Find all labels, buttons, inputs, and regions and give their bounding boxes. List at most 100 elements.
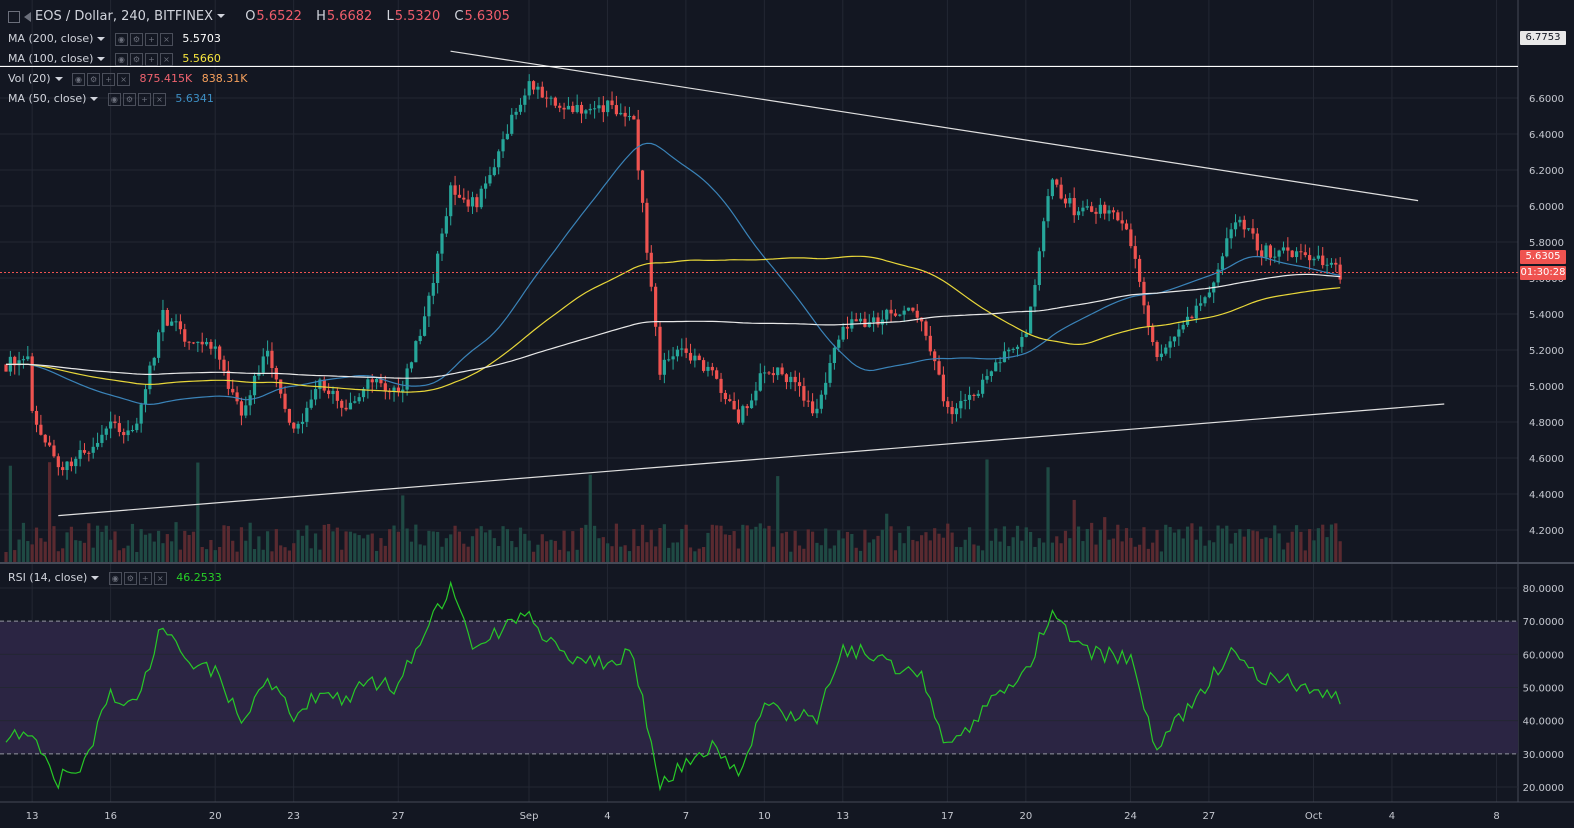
indicator-name[interactable]: Vol (20): [8, 72, 51, 85]
indicator-name[interactable]: MA (100, close): [8, 52, 94, 65]
plus-icon[interactable]: +: [102, 72, 116, 86]
chevron-down-icon[interactable]: [217, 14, 226, 18]
volume-bar: [174, 522, 178, 562]
volume-bar: [505, 529, 509, 562]
volume-bar: [1277, 533, 1281, 562]
volume-bar: [43, 541, 47, 562]
candle-body: [981, 379, 985, 394]
candle-body: [989, 371, 993, 377]
chevron-down-icon[interactable]: [90, 96, 99, 101]
gear-icon[interactable]: ⚙: [87, 72, 101, 86]
volume-bar: [1281, 549, 1286, 562]
volume-bar: [972, 544, 976, 562]
candle-body: [392, 387, 396, 392]
eye-icon[interactable]: ◉: [72, 72, 86, 86]
candle-body: [152, 357, 156, 366]
chevron-down-icon[interactable]: [97, 36, 106, 41]
close-icon[interactable]: ×: [159, 32, 173, 46]
candle-body: [566, 105, 571, 110]
eye-icon[interactable]: ◉: [108, 571, 122, 585]
eye-icon[interactable]: ◉: [114, 52, 128, 66]
candle-body: [165, 310, 169, 326]
volume-bar: [1177, 529, 1181, 562]
candle-body: [52, 445, 56, 457]
volume-bar: [8, 465, 12, 562]
chevron-down-icon[interactable]: [91, 575, 100, 580]
y-tick-label: 4.8000: [1529, 418, 1564, 429]
volume-bar: [566, 551, 571, 562]
candle-body: [920, 317, 924, 322]
candle-body: [1255, 233, 1259, 251]
volume-bar: [902, 543, 906, 562]
candle-body: [1299, 251, 1303, 253]
close-icon[interactable]: ×: [152, 92, 166, 106]
candle-body: [876, 317, 880, 325]
legend-ma50[interactable]: MA (50, close) ◉ ⚙ + × 5.6341: [8, 91, 214, 107]
volume-bar: [196, 462, 200, 562]
chart-type-icon[interactable]: [8, 10, 20, 23]
candle-body: [1098, 204, 1102, 214]
volume-bar: [1007, 546, 1011, 562]
volume-bar: [1068, 538, 1072, 562]
candle-body: [348, 402, 353, 410]
legend-rsi[interactable]: RSI (14, close) ◉ ⚙ + × 46.2533: [8, 570, 222, 586]
eye-icon[interactable]: ◉: [114, 32, 128, 46]
candle-body: [828, 363, 832, 383]
chevron-down-icon[interactable]: [97, 56, 106, 61]
candle-body: [100, 434, 104, 443]
volume-bar: [693, 551, 697, 562]
volume-bar: [405, 528, 409, 562]
candle-body: [793, 376, 797, 383]
symbol-title[interactable]: EOS / Dollar, 240, BITFINEX: [35, 9, 214, 24]
eye-icon[interactable]: ◉: [107, 92, 121, 106]
candle-body: [292, 422, 296, 429]
candle-body: [1247, 228, 1251, 230]
x-tick-label: 4: [1389, 811, 1395, 822]
flag-icon[interactable]: [24, 11, 31, 22]
gear-icon[interactable]: ⚙: [123, 571, 137, 585]
volume-bar: [492, 538, 496, 562]
chevron-down-icon[interactable]: [54, 76, 63, 81]
volume-bar: [706, 532, 710, 562]
volume-bar: [1181, 538, 1185, 562]
candle-body: [824, 382, 828, 395]
candle-body: [1033, 285, 1037, 307]
volume-bar: [191, 531, 196, 562]
gear-icon[interactable]: ⚙: [129, 52, 143, 66]
candle-body: [74, 458, 78, 467]
plus-icon[interactable]: +: [144, 52, 158, 66]
x-tick-label: 10: [758, 811, 771, 822]
legend-ma200[interactable]: MA (200, close) ◉ ⚙ + × 5.5703: [8, 31, 221, 47]
volume-bar: [627, 551, 632, 562]
gear-icon[interactable]: ⚙: [129, 32, 143, 46]
volume-bar: [139, 529, 143, 562]
candle-body: [283, 393, 287, 409]
legend-ma100[interactable]: MA (100, close) ◉ ⚙ + × 5.5660: [8, 51, 221, 67]
volume-bar: [1325, 537, 1329, 562]
legend-volume[interactable]: Vol (20) ◉ ⚙ + × 875.415K 838.31K: [8, 71, 247, 87]
indicator-name[interactable]: RSI (14, close): [8, 571, 88, 584]
volume-bar: [340, 549, 344, 562]
plus-icon[interactable]: +: [137, 92, 151, 106]
close-icon[interactable]: ×: [153, 571, 167, 585]
close-icon[interactable]: ×: [159, 52, 173, 66]
candle-body: [344, 407, 348, 410]
candle-body: [994, 362, 998, 372]
close-icon[interactable]: ×: [117, 72, 131, 86]
volume-bar: [1185, 526, 1190, 562]
candle-body: [902, 310, 906, 315]
candle-body: [889, 309, 893, 314]
indicator-name[interactable]: MA (200, close): [8, 32, 94, 45]
plus-icon[interactable]: +: [138, 571, 152, 585]
indicator-name[interactable]: MA (50, close): [8, 92, 87, 105]
x-tick-label: 16: [104, 811, 117, 822]
plus-icon[interactable]: +: [144, 32, 158, 46]
volume-bar: [344, 531, 348, 562]
volume-bar: [1142, 527, 1146, 562]
volume-bar: [61, 548, 65, 562]
candle-body: [1124, 223, 1129, 230]
candle-body: [231, 388, 235, 393]
candle-body: [1133, 246, 1137, 259]
gear-icon[interactable]: ⚙: [122, 92, 136, 106]
